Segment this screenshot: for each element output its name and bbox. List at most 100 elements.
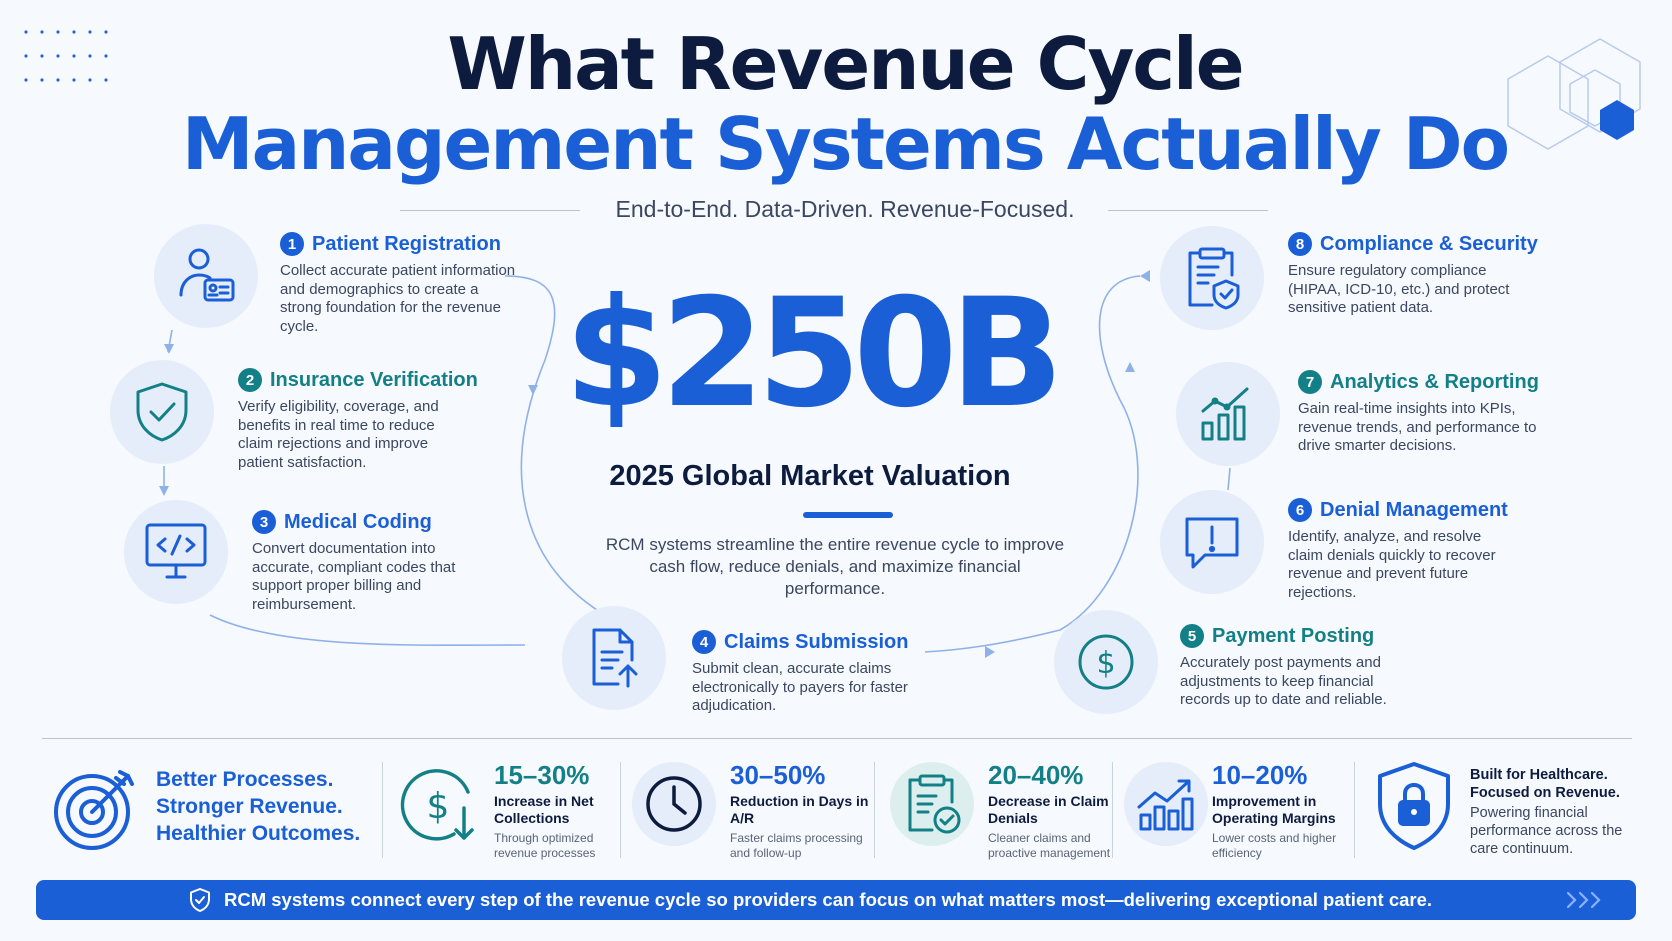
- step-7-text: 7 Analytics & Reporting Gain real-time in…: [1298, 370, 1539, 456]
- metric-3-label: Decrease in Claim Denials: [988, 793, 1109, 826]
- target-icon: [54, 770, 134, 850]
- chevrons-right-icon: [1566, 891, 1601, 909]
- metric-3-text: 20–40% Decrease in Claim Denials Cleaner…: [988, 760, 1118, 861]
- step-8-number: 8: [1288, 232, 1312, 256]
- step-6-title-text: Denial Management: [1320, 498, 1508, 521]
- metric-4-label: Improvement in Operating Margins: [1212, 793, 1336, 826]
- metric-3-value: 20–40%: [988, 760, 1084, 790]
- step-8-description: Ensure regulatory compliance (HIPAA, ICD…: [1288, 262, 1510, 316]
- stat-underline: [803, 512, 893, 518]
- step-4-title: 4 Claims Submission: [692, 630, 922, 654]
- step-4-text: 4 Claims Submission Submit clean, accurat…: [692, 630, 922, 716]
- step-3-title-text: Medical Coding: [284, 510, 432, 533]
- step-2-icon-circle: [110, 360, 214, 464]
- step-5-title-text: Payment Posting: [1212, 624, 1375, 647]
- analytics-chart-icon: [1201, 387, 1249, 441]
- footer-banner-text: RCM systems connect every step of the re…: [224, 889, 1433, 910]
- code-monitor-icon: [145, 523, 207, 579]
- step-2-title-text: Insurance Verification: [270, 368, 478, 391]
- step-4-number: 4: [692, 630, 716, 654]
- document-upload-icon: [592, 628, 638, 688]
- step-8-icon-circle: [1160, 226, 1264, 330]
- tagline: Better Processes. Stronger Revenue. Heal…: [156, 766, 360, 847]
- metric-1-text: 15–30% Increase in Net Collections Throu…: [494, 760, 624, 861]
- dollar-circle-icon: $: [1078, 634, 1134, 690]
- step-3-text: 3 Medical Coding Convert documentation in…: [252, 510, 472, 614]
- metric-separator: [382, 762, 383, 858]
- subtitle-divider-left: [400, 210, 580, 211]
- dollar-down-icon: $: [400, 769, 474, 841]
- step-4-icon-circle: [562, 606, 666, 710]
- step-1-title: 1 Patient Registration: [280, 232, 520, 256]
- svg-text:$: $: [427, 786, 450, 827]
- svg-text:$: $: [1096, 646, 1115, 681]
- metric-separator: [1112, 762, 1113, 858]
- step-8-title: 8 Compliance & Security: [1288, 232, 1538, 256]
- step-2-description: Verify eligibility, coverage, and benefi…: [238, 398, 439, 471]
- step-6-number: 6: [1288, 498, 1312, 522]
- step-6-description: Identify, analyze, and resolve claim den…: [1288, 528, 1496, 601]
- metric-2-value: 30–50%: [730, 760, 826, 790]
- shield-check-icon: [190, 888, 210, 912]
- metric-separator: [874, 762, 875, 858]
- metric-3-sub: Cleaner claims and proactive management: [988, 831, 1111, 860]
- metric-1-value: 15–30%: [494, 760, 590, 790]
- step-1-text: 1 Patient Registration Collect accurate p…: [280, 232, 520, 336]
- patient-id-icon: [179, 248, 235, 302]
- page-subtitle: End-to-End. Data-Driven. Revenue-Focused…: [615, 196, 1075, 222]
- tagline-line2: Stronger Revenue.: [156, 795, 343, 818]
- metric-4-value: 10–20%: [1212, 760, 1308, 790]
- lock-shield-icon: [1378, 762, 1450, 850]
- step-4-title-text: Claims Submission: [724, 630, 909, 653]
- step-1-number: 1: [280, 232, 304, 256]
- built-for-healthcare: Built for Healthcare. Focused on Revenue…: [1470, 766, 1630, 858]
- metric-1-icon-circle: $: [398, 762, 482, 846]
- step-2-text: 2 Insurance Verification Verify eligibili…: [238, 368, 478, 472]
- step-4-description: Submit clean, accurate claims electronic…: [692, 660, 908, 714]
- step-6-icon-circle: [1160, 490, 1264, 594]
- tagline-line1: Better Processes.: [156, 768, 334, 791]
- built-title: Built for Healthcare. Focused on Revenue…: [1470, 767, 1620, 801]
- step-5-number: 5: [1180, 624, 1204, 648]
- step-7-number: 7: [1298, 370, 1322, 394]
- step-8-title-text: Compliance & Security: [1320, 232, 1538, 255]
- step-7-title: 7 Analytics & Reporting: [1298, 370, 1539, 394]
- metric-3-icon-circle: [890, 762, 974, 846]
- step-3-description: Convert documentation into accurate, com…: [252, 540, 456, 613]
- step-2-title: 2 Insurance Verification: [238, 368, 478, 392]
- metric-1-label: Increase in Net Collections: [494, 793, 594, 826]
- footer-banner: RCM systems connect every step of the re…: [36, 880, 1636, 920]
- metric-1-sub: Through optimized revenue processes: [494, 831, 596, 860]
- clipboard-check-icon: [908, 774, 961, 834]
- decorative-dot-grid: [24, 30, 108, 82]
- step-1-description: Collect accurate patient information and…: [280, 262, 516, 335]
- step-5-icon-circle: $: [1054, 610, 1158, 714]
- center-description: RCM systems streamline the entire revenu…: [605, 535, 1065, 598]
- step-7-description: Gain real-time insights into KPIs, reven…: [1298, 400, 1537, 454]
- step-5-title: 5 Payment Posting: [1180, 624, 1400, 648]
- step-3-title: 3 Medical Coding: [252, 510, 472, 534]
- subtitle-divider-right: [1108, 210, 1268, 211]
- page-title-line2: Management Systems Actually Do: [181, 102, 1510, 186]
- built-sub: Powering financial performance across th…: [1470, 805, 1623, 857]
- metric-4-icon-circle: [1124, 762, 1208, 846]
- metric-2-icon-circle: [632, 762, 716, 846]
- step-8-text: 8 Compliance & Security Ensure regulatory…: [1288, 232, 1538, 318]
- step-1-icon-circle: [154, 224, 258, 328]
- metric-4-text: 10–20% Improvement in Operating Margins …: [1212, 760, 1352, 861]
- market-valuation-label: 2025 Global Market Valuation: [609, 460, 1011, 492]
- step-6-title: 6 Denial Management: [1288, 498, 1508, 522]
- metric-2-sub: Faster claims processing and follow-up: [730, 831, 863, 860]
- step-7-icon-circle: [1176, 362, 1280, 466]
- metric-4-sub: Lower costs and higher efficiency: [1212, 831, 1337, 860]
- step-2-number: 2: [238, 368, 262, 392]
- step-6-text: 6 Denial Management Identify, analyze, an…: [1288, 498, 1508, 602]
- metric-separator: [1354, 762, 1355, 858]
- clipboard-shield-icon: [1188, 247, 1240, 310]
- step-5-text: 5 Payment Posting Accurately post payment…: [1180, 624, 1400, 710]
- clock-icon: [646, 776, 702, 832]
- decorative-hexagon-graphic: [1507, 38, 1641, 150]
- step-3-icon-circle: [124, 500, 228, 604]
- metric-2-label: Reduction in Days in A/R: [730, 793, 869, 826]
